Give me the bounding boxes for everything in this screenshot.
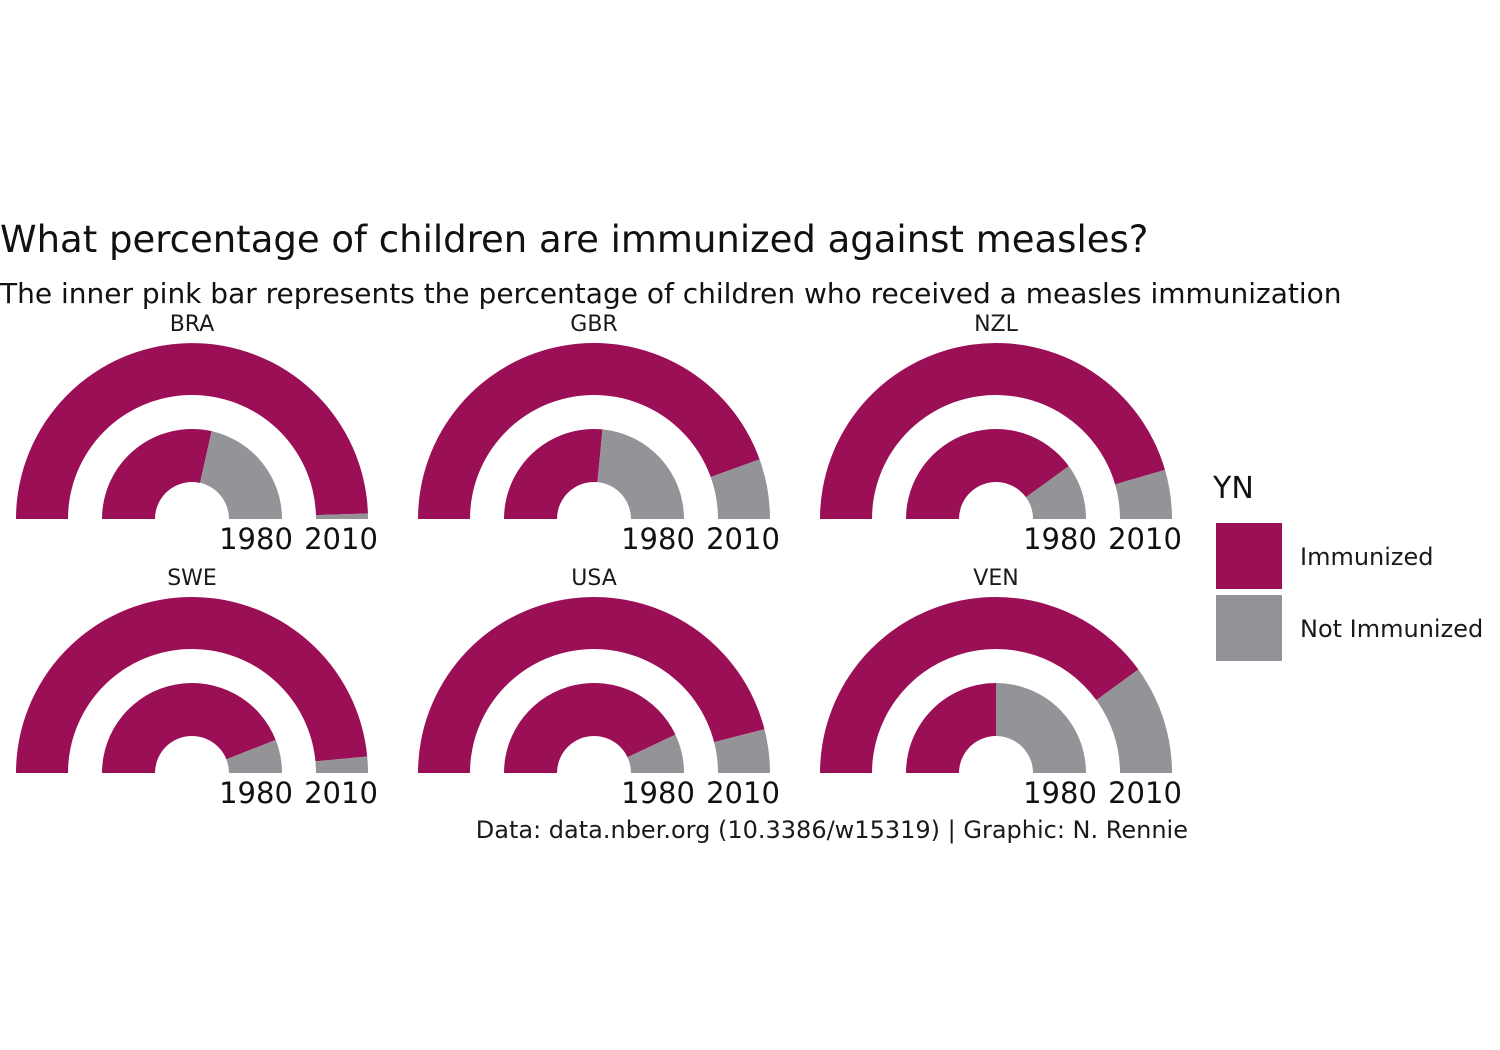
chart-caption: Data: data.nber.org (10.3386/w15319) | G… [476, 816, 1188, 844]
bar-not-immunized-1980 [996, 683, 1086, 773]
legend-label-immunized: Immunized [1300, 543, 1434, 571]
bar-not-immunized-1980 [597, 429, 684, 519]
legend-key-not-immunized [1216, 595, 1282, 661]
year-label-2010: 2010 [304, 522, 378, 556]
bar-immunized-2010 [418, 597, 765, 773]
bar-immunized-1980 [504, 429, 603, 519]
bar-not-immunized-1980 [1025, 466, 1086, 519]
bar-not-immunized-1980 [226, 739, 282, 773]
year-label-2010: 2010 [706, 776, 780, 810]
year-label-2010: 2010 [1108, 776, 1182, 810]
bar-not-immunized-2010 [1096, 669, 1172, 773]
year-label-1980: 1980 [1023, 776, 1097, 810]
bar-not-immunized-2010 [714, 729, 770, 773]
bar-not-immunized-2010 [315, 513, 368, 519]
facet-gbr: GBR 1980 2010 [418, 312, 780, 556]
legend-title: YN [1212, 471, 1254, 506]
bar-immunized-1980 [906, 683, 996, 773]
facet-nzl: NZL 1980 2010 [820, 312, 1182, 556]
facet-swe: SWE 1980 2010 [16, 566, 378, 810]
bar-not-immunized-1980 [627, 734, 684, 773]
bar-immunized-2010 [418, 342, 760, 519]
facet-label: SWE [167, 566, 217, 591]
year-label-1980: 1980 [219, 776, 293, 810]
legend-label-not-immunized: Not Immunized [1300, 615, 1483, 643]
year-label-2010: 2010 [1108, 522, 1182, 556]
facet-ven: VEN 1980 2010 [820, 566, 1182, 810]
facet-label: USA [571, 566, 617, 591]
facet-label: GBR [570, 312, 617, 337]
bar-not-immunized-1980 [200, 431, 282, 519]
bar-immunized-1980 [102, 683, 276, 773]
chart-title: What percentage of children are immunize… [0, 218, 1148, 261]
bar-immunized-2010 [16, 596, 368, 773]
bar-immunized-2010 [820, 596, 1139, 773]
year-label-1980: 1980 [219, 522, 293, 556]
legend: YN Immunized Not Immunized [1212, 471, 1483, 661]
legend-key-immunized [1216, 523, 1282, 589]
year-label-2010: 2010 [304, 776, 378, 810]
facet-label: BRA [170, 312, 215, 337]
bar-immunized-1980 [504, 683, 676, 773]
bar-immunized-2010 [16, 343, 368, 519]
bar-not-immunized-2010 [1115, 469, 1172, 519]
bar-immunized-1980 [102, 429, 212, 519]
facet-label: VEN [973, 566, 1018, 591]
bar-immunized-1980 [906, 429, 1069, 519]
facet-bra: BRA 1980 2010 [16, 312, 378, 556]
year-label-1980: 1980 [621, 776, 695, 810]
year-label-1980: 1980 [621, 522, 695, 556]
year-label-2010: 2010 [706, 522, 780, 556]
facet-label: NZL [974, 312, 1019, 337]
bar-not-immunized-2010 [315, 756, 368, 773]
bar-immunized-2010 [820, 343, 1166, 519]
chart-subtitle: The inner pink bar represents the percen… [0, 277, 1342, 310]
facet-usa: USA 1980 2010 [418, 566, 780, 810]
year-label-1980: 1980 [1023, 522, 1097, 556]
bar-not-immunized-2010 [710, 459, 770, 519]
